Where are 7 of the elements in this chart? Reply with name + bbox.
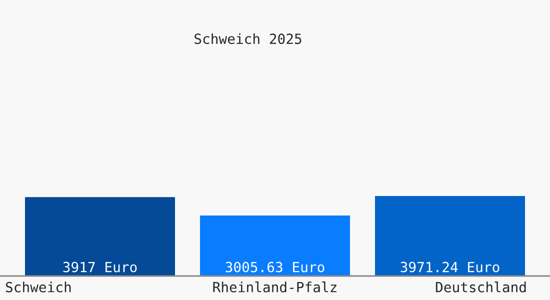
chart-title: Schweich 2025 [194, 33, 302, 44]
x-tick-label: Rheinland-Pfalz [213, 282, 336, 292]
x-tick-label: Schweich [6, 282, 71, 292]
data-label: 3971.24 Euro [400, 262, 500, 272]
data-label: 3005.63 Euro [226, 262, 324, 272]
x-tick-label: Deutschland [436, 282, 526, 292]
data-label: 3917 Euro [63, 262, 137, 272]
